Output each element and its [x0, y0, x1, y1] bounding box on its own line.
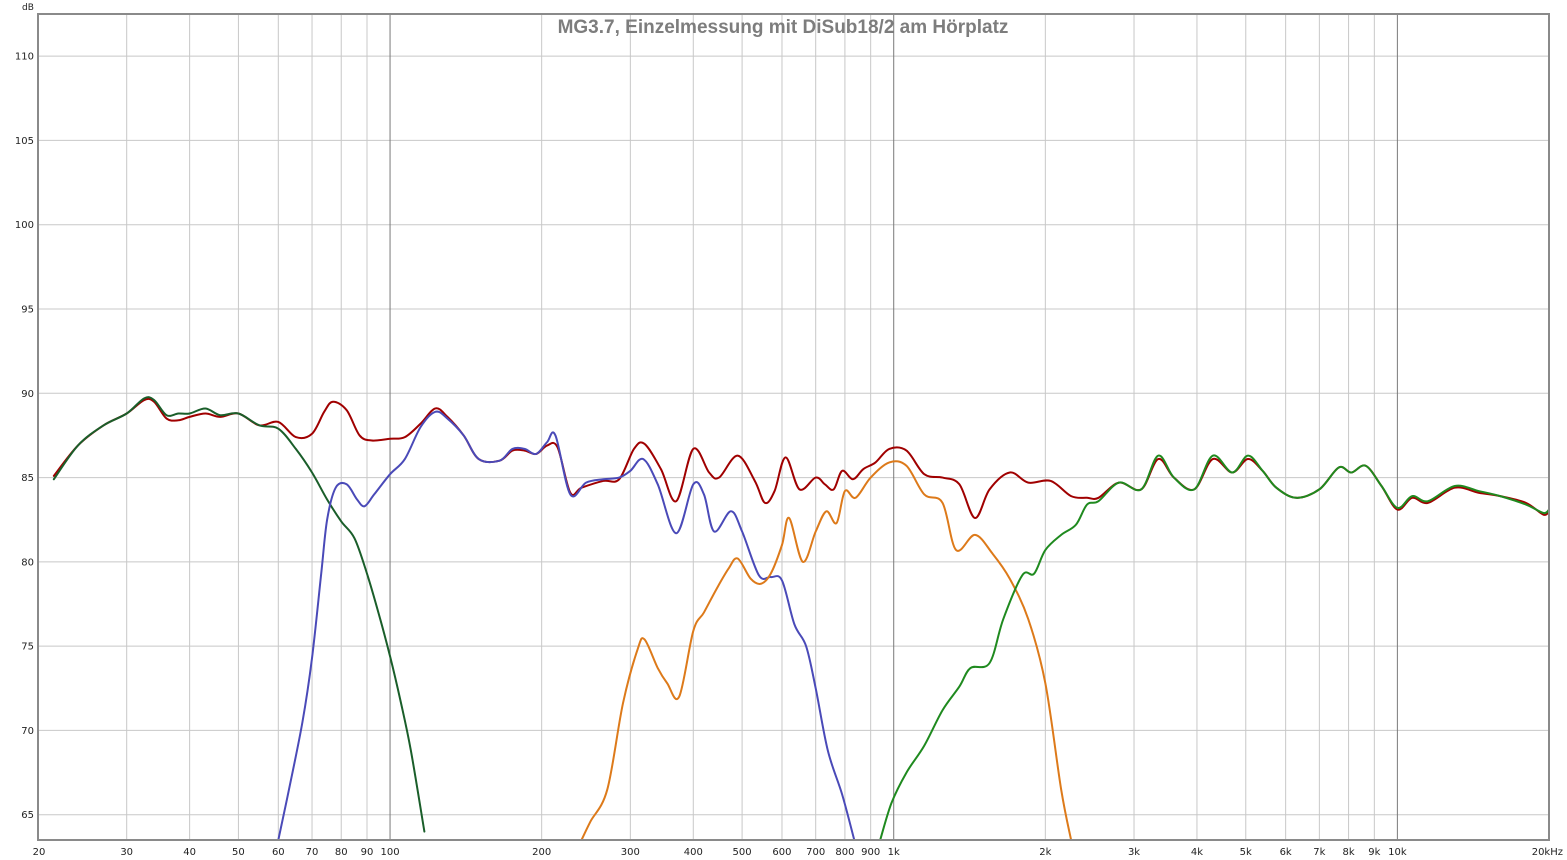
y-tick-label: 100 [15, 220, 34, 231]
sub-woofer-line [52, 396, 426, 833]
x-tick-label: 8k [1342, 847, 1354, 858]
x-tick-label: 4k [1191, 847, 1203, 858]
x-tick-label: 90 [361, 847, 374, 858]
plot-frame [37, 13, 1550, 841]
chart-title: MG3.7, Einzelmessung mit DiSub18/2 am Hö… [558, 17, 1009, 38]
y-tick-label: 110 [15, 52, 34, 63]
x-tick-labels: 20 30 40 50 60 70 80 90 100 200 300 400 500 600 700 800… [33, 847, 1563, 858]
minor-gridlines [38, 14, 1549, 840]
y-tick-label: 65 [21, 810, 34, 821]
major-gridlines [389, 14, 1398, 840]
x-tick-label: 6k [1280, 847, 1292, 858]
x-tick-label: 80 [335, 847, 348, 858]
x-tick-label: 3k [1128, 847, 1140, 858]
x-tick-label: 700 [806, 847, 825, 858]
x-tick-label: 20 [33, 847, 46, 858]
x-tick-label: 50 [232, 847, 245, 858]
x-tick-label: 800 [835, 847, 854, 858]
x-tick-label: 1k [888, 847, 900, 858]
y-tick-label: 95 [21, 305, 34, 316]
y-tick-label: 75 [21, 642, 34, 653]
y-tick-label: 90 [21, 389, 34, 400]
x-tick-label: 900 [861, 847, 880, 858]
y-tick-label: 80 [21, 557, 34, 568]
x-tick-label: 300 [621, 847, 640, 858]
y-tick-label: 70 [21, 726, 34, 737]
series-lines [52, 396, 1549, 840]
y-tick-labels: 65 70 75 80 85 90 95 100 105 110 [15, 52, 34, 822]
y-axis-label: dB [22, 3, 34, 13]
x-tick-label: 600 [772, 847, 791, 858]
x-tick-label: 30 [120, 847, 133, 858]
x-tick-label: 200 [532, 847, 551, 858]
x-tick-label: 70 [306, 847, 319, 858]
x-tick-label: 100 [381, 847, 400, 858]
x-tick-label: 9k [1368, 847, 1380, 858]
x-tick-label: 40 [183, 847, 196, 858]
bass-panel-line [277, 410, 856, 840]
tweeter-line [879, 454, 1549, 840]
x-tick-label: 400 [684, 847, 703, 858]
x-tick-label: 10k [1388, 847, 1407, 858]
x-tick-label: 7k [1313, 847, 1325, 858]
y-tick-label: 85 [21, 473, 34, 484]
x-tick-label: 60 [272, 847, 285, 858]
y-tick-label: 105 [15, 136, 34, 147]
midrange-line [580, 460, 1073, 840]
x-tick-label: 5k [1240, 847, 1252, 858]
x-tick-label: 20kHz [1532, 847, 1563, 858]
x-tick-label: 2k [1039, 847, 1051, 858]
x-tick-label: 500 [733, 847, 752, 858]
